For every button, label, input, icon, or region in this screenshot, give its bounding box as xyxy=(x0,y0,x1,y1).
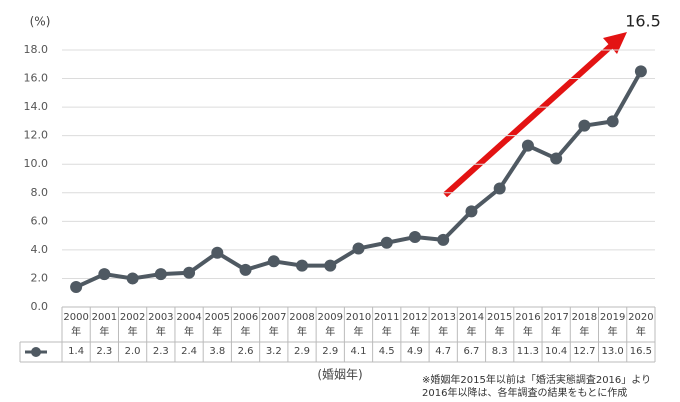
value-label: 4.9 xyxy=(407,346,423,357)
y-tick-label: 2.0 xyxy=(31,271,49,284)
y-tick-label: 14.0 xyxy=(24,100,49,113)
x-tick-label: 2014年 xyxy=(458,312,485,338)
note: ※婚姻年2015年以前は「婚活実態調査2016」より xyxy=(422,375,652,386)
point xyxy=(239,263,252,276)
x-tick-label: 2013年 xyxy=(430,312,456,338)
value-label: 11.3 xyxy=(516,346,540,357)
value-label: 10.4 xyxy=(545,346,568,357)
value-label: 3.8 xyxy=(209,346,226,357)
value-label: 2.9 xyxy=(322,346,339,357)
x-tick-label: 2017年 xyxy=(543,312,569,338)
y-tick-label: 4.0 xyxy=(31,243,49,256)
point xyxy=(437,233,450,246)
x-axis-label: (婚姻年) xyxy=(317,367,362,382)
point xyxy=(380,236,393,249)
x-tick-label: 2005年 xyxy=(204,312,231,338)
value-label: 3.2 xyxy=(265,346,282,357)
x-tick-label: 2015年 xyxy=(486,312,513,338)
x-tick-label: 2010年 xyxy=(345,312,372,338)
point xyxy=(550,152,563,165)
value-label: 8.3 xyxy=(491,346,508,357)
x-tick-label: 2011年 xyxy=(374,312,400,338)
annotation: 16.5 xyxy=(625,12,661,31)
point xyxy=(521,139,534,152)
x-tick-label: 2007年 xyxy=(261,312,287,338)
value-label: 2.0 xyxy=(124,346,141,357)
point xyxy=(408,231,421,244)
x-tick-label: 2006年 xyxy=(232,312,259,338)
x-tick-label: 2012年 xyxy=(402,312,428,338)
point xyxy=(578,119,591,132)
trend-arrow-head xyxy=(603,32,627,54)
x-tick-label: 2018年 xyxy=(571,312,598,338)
note: 2016年以降は、各年調査の結果をもとに作成 xyxy=(422,388,628,399)
y-tick-label: 12.0 xyxy=(24,129,49,142)
value-label: 2.4 xyxy=(181,346,197,357)
x-tick-label: 2019年 xyxy=(599,312,626,338)
point xyxy=(70,281,83,294)
legend-marker xyxy=(31,347,41,357)
x-tick-label: 2002年 xyxy=(119,312,146,338)
series-line xyxy=(75,70,643,289)
x-tick-label: 2004年 xyxy=(176,312,202,338)
point xyxy=(211,246,224,259)
value-label: 4.5 xyxy=(378,346,395,357)
point xyxy=(493,182,506,195)
y-tick-label: 16.0 xyxy=(24,72,49,85)
point xyxy=(296,259,309,272)
x-tick-label: 2009年 xyxy=(317,312,343,338)
value-label: 4.1 xyxy=(350,346,367,357)
point xyxy=(154,268,167,281)
value-label: 2.9 xyxy=(294,346,310,357)
point xyxy=(267,255,280,268)
point xyxy=(324,259,337,272)
value-label: 16.5 xyxy=(629,346,652,357)
point xyxy=(606,115,619,128)
y-tick-label: 8.0 xyxy=(31,186,49,199)
y-unit: (%) xyxy=(30,15,51,29)
value-label: 12.7 xyxy=(573,346,596,357)
x-tick-label: 2020年 xyxy=(628,312,654,338)
value-label: 13.0 xyxy=(601,346,624,357)
y-tick-label: 18.0 xyxy=(24,43,49,56)
value-label: 2.3 xyxy=(96,346,113,357)
point xyxy=(352,242,365,255)
y-tick-label: 0.0 xyxy=(31,300,49,313)
trend-arrow xyxy=(442,42,615,198)
x-tick-label: 2001年 xyxy=(91,312,118,338)
point xyxy=(634,65,647,78)
value-label: 2.3 xyxy=(152,346,169,357)
value-label: 2.6 xyxy=(237,346,254,357)
point xyxy=(183,266,196,279)
x-tick-label: 2008年 xyxy=(289,312,315,338)
y-tick-label: 6.0 xyxy=(31,214,49,227)
y-tick-label: 10.0 xyxy=(24,157,49,170)
point xyxy=(465,205,478,218)
x-tick-label: 2000年 xyxy=(63,312,89,338)
x-tick-label: 2016年 xyxy=(515,312,541,338)
point xyxy=(126,272,139,285)
point xyxy=(98,268,111,281)
x-tick-label: 2003年 xyxy=(148,312,174,338)
value-label: 4.7 xyxy=(435,346,452,357)
value-label: 6.7 xyxy=(463,346,480,357)
value-label: 1.4 xyxy=(68,346,85,357)
